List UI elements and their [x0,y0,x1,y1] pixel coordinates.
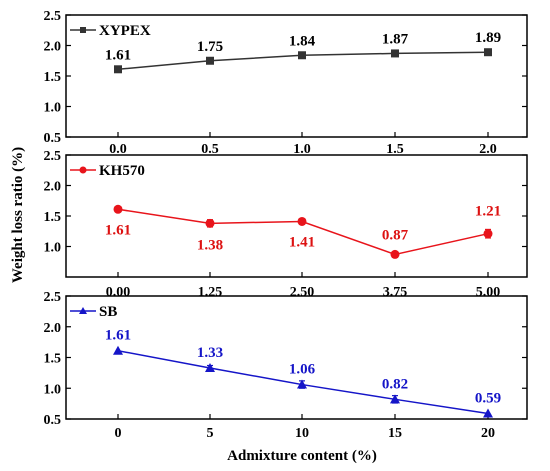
x-tick-label: 1.0 [293,142,311,157]
data-point [206,56,214,65]
y-tick-label: 2.5 [44,149,62,164]
y-tick-label: 0.5 [44,131,62,146]
data-point [390,249,400,259]
y-tick-label: 2.0 [44,321,62,336]
legend-marker [80,27,86,33]
legend-label: XYPEX [99,23,151,39]
chart-panels: 0.5 1.0 1.5 2.0 2.5 0.0 0.5 1.0 1.5 2.0 1.61 1.75 1.… [44,9,528,441]
data-point [483,408,493,418]
y-tick-label: 1.5 [44,352,62,367]
data-label: 1.61 [105,222,131,238]
data-point [205,218,215,228]
y-tick-label: 2.5 [44,9,62,24]
data-label: 1.38 [197,237,223,253]
x-tick-label: 0.00 [106,285,131,300]
data-label: 1.41 [289,234,315,250]
data-point [297,379,307,389]
data-label: 1.21 [475,204,501,220]
x-tick-label: 5.00 [476,285,501,300]
y-axis-title: Weight loss ratio (%) [10,147,26,283]
y-tick-label: 2.0 [44,180,62,195]
data-point [113,204,123,214]
plot-frame [65,295,528,420]
data-label: 1.61 [105,328,131,344]
y-tick-label: 1.5 [44,210,62,225]
y-tick-label: 2.0 [44,40,62,55]
data-label: 1.33 [197,345,223,361]
data-point [483,229,493,239]
y-tick-label: 2.5 [44,290,62,305]
x-tick-label: 5 [207,426,214,441]
x-tick-label: 0.5 [201,142,219,157]
x-tick-label: 0 [115,426,122,441]
data-point [484,48,492,57]
data-point [205,362,215,372]
x-tick-label: 1.5 [386,142,404,157]
y-tick-label: 1.0 [44,241,62,256]
x-axis-title: Admixture content (%) [227,448,377,464]
data-point [298,51,306,60]
x-tick-label: 20 [481,426,495,441]
x-tick-label: 0.0 [109,142,127,157]
legend-marker [79,166,87,174]
chart-panel-2: 1.0 1.5 2.0 2.5 0.00 1.25 2.50 3.75 5.00 1.61 1.38… [44,149,528,300]
chart-panel-1: 0.5 1.0 1.5 2.0 2.5 0.0 0.5 1.0 1.5 2.0 1.61 1.75 1.… [44,9,528,157]
data-point [297,216,307,226]
x-tick-label: 1.25 [198,285,223,300]
legend: SB [70,304,117,320]
y-tick-label: 1.5 [44,70,62,85]
legend: XYPEX [70,23,151,39]
x-tick-label: 2.0 [479,142,497,157]
data-point [390,394,400,404]
x-tick-label: 3.75 [383,285,408,300]
x-tick-label: 15 [388,426,402,441]
data-label: 1.87 [382,31,409,47]
chart-panel-3: 0.5 1.0 1.5 2.0 2.5 0 5 10 15 20 1.61 1.33 1.06 0.82 0… [44,290,528,441]
x-tick-label: 2.50 [290,285,315,300]
legend-marker [79,307,87,314]
data-point [391,49,399,58]
data-label: 0.87 [382,227,409,243]
data-label: 1.61 [105,47,131,63]
data-label: 0.59 [475,390,501,406]
data-point [114,65,122,74]
data-label: 1.89 [475,30,501,46]
legend-label: SB [99,304,117,320]
y-tick-label: 0.5 [44,413,62,428]
x-tick-label: 10 [295,426,309,441]
data-label: 1.06 [289,362,316,378]
data-label: 0.82 [382,376,408,392]
legend-label: KH570 [99,163,145,179]
legend: KH570 [70,163,145,179]
y-tick-label: 1.0 [44,382,62,397]
data-label: 1.84 [289,33,316,49]
data-label: 1.75 [197,39,223,55]
data-point [113,345,123,355]
y-tick-label: 1.0 [44,101,62,116]
